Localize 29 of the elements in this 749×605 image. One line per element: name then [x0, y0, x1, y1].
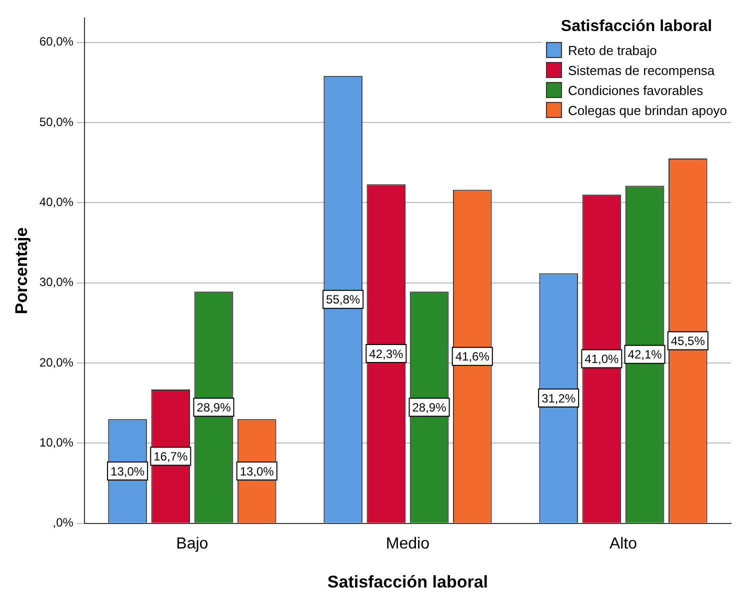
- data-label: 28,9%: [412, 400, 447, 415]
- y-tick-label: 20,0%: [39, 355, 74, 370]
- data-label: 13,0%: [110, 464, 145, 478]
- data-label: 41,6%: [455, 350, 490, 364]
- data-label: 41,0%: [584, 352, 620, 366]
- y-tick-label: 60,0%: [39, 34, 74, 49]
- y-tick-label: 10,0%: [39, 436, 74, 450]
- data-label: 42,3%: [369, 346, 404, 361]
- data-label: 45,5%: [670, 334, 706, 348]
- legend-title: Satisfacción laboral: [560, 18, 714, 36]
- data-label: 13,0%: [240, 464, 274, 478]
- legend-label: Reto de trabajo: [568, 42, 657, 58]
- y-tick-label: 30,0%: [39, 275, 74, 290]
- x-tick-label: Alto: [609, 535, 638, 552]
- data-label: 42,1%: [628, 348, 662, 362]
- x-axis-title: Satisfacción laboral: [327, 572, 488, 592]
- data-label: 28,9%: [196, 400, 232, 415]
- y-axis-title: Porcentaje: [12, 227, 31, 314]
- legend-label: Colegas que brindan apoyo: [568, 102, 727, 118]
- y-tick-label: ,0%: [52, 516, 74, 530]
- x-tick-label: Bajo: [176, 535, 208, 552]
- data-label: 55,8%: [326, 292, 360, 307]
- y-tick-label: 40,0%: [39, 194, 74, 209]
- legend-label: Sistemas de recompensa: [568, 62, 715, 78]
- legend-label: Condiciones favorables: [568, 82, 704, 98]
- data-label: 31,2%: [542, 391, 576, 406]
- y-tick-label: 50,0%: [39, 114, 74, 129]
- data-label: 16,7%: [154, 450, 188, 464]
- x-tick-label: Medio: [386, 535, 430, 552]
